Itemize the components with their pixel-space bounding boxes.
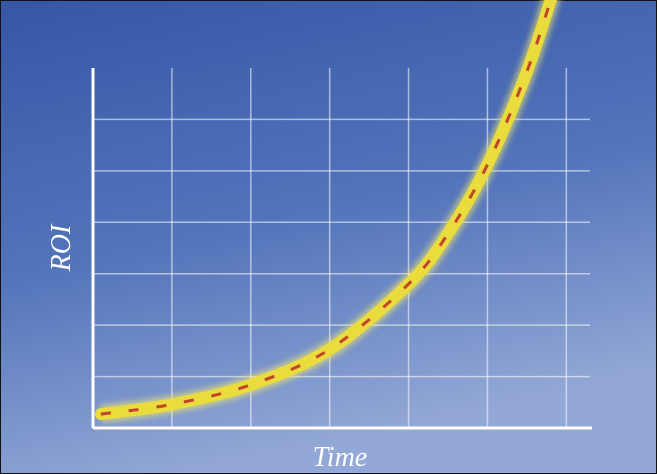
- chart: ROI Time: [0, 0, 657, 474]
- x-axis-label: Time: [313, 442, 367, 473]
- background: [1, 1, 657, 474]
- y-axis-label: ROI: [46, 223, 77, 272]
